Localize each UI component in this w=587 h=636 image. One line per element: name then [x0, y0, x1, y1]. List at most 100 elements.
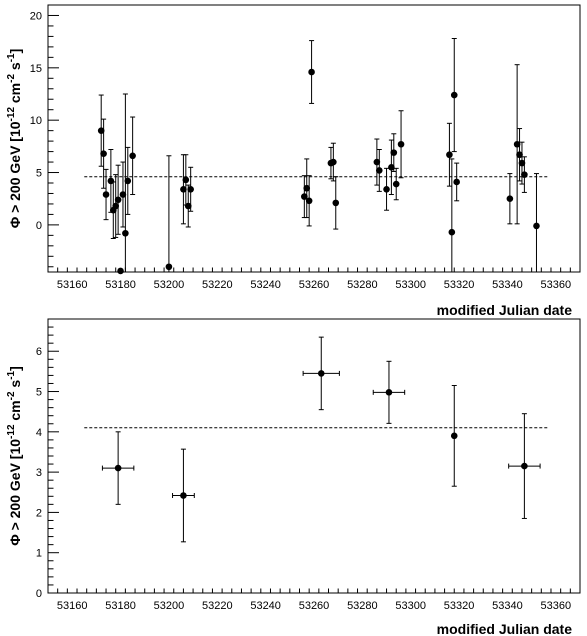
flux-data-point — [184, 202, 192, 210]
y-axis-title: Φ > 200 GeV [10-12 cm-2 s-1] — [6, 49, 23, 229]
flux-data-point — [114, 464, 122, 472]
x-tick-label: 53180 — [105, 279, 136, 291]
y-tick-label: 1 — [36, 548, 42, 560]
flux-data-point — [308, 68, 315, 76]
x-tick-label: 53320 — [444, 600, 475, 612]
flux-data-point — [383, 185, 390, 193]
flux-data-point — [385, 389, 393, 396]
y-tick-label: 10 — [30, 115, 42, 127]
flux-data-point — [114, 196, 122, 204]
flux-data-point — [448, 228, 456, 236]
flux-data-point — [521, 462, 528, 470]
flux-data-point — [453, 178, 460, 186]
x-tick-label: 53220 — [202, 600, 233, 612]
x-tick-label: 53240 — [250, 279, 281, 291]
flux-data-point — [182, 176, 190, 184]
flux-data-point — [533, 222, 540, 230]
x-tick-label: 53240 — [250, 600, 281, 612]
x-tick-label: 53280 — [347, 600, 378, 612]
y-title-text: cm — [7, 400, 23, 424]
y-title-exponent: -1 — [6, 53, 17, 62]
y-tick-label: 20 — [30, 10, 42, 22]
x-tick-label: 53300 — [395, 279, 426, 291]
flux-data-point — [450, 432, 458, 440]
y-title-text: ] — [7, 49, 23, 54]
flux-data-point — [124, 177, 132, 185]
flux-data-point — [446, 151, 453, 159]
flux-data-point — [107, 177, 115, 185]
flux-data-point — [119, 191, 127, 198]
y-tick-label: 5 — [36, 168, 42, 180]
x-tick-label: 53260 — [299, 600, 330, 612]
flux-data-point — [102, 191, 110, 198]
flux-data-point — [388, 163, 395, 171]
flux-data-point — [100, 150, 107, 157]
flux-data-point — [165, 263, 173, 271]
flux-data-point — [521, 171, 528, 178]
x-tick-label: 53360 — [541, 279, 572, 291]
y-title-text: s — [7, 62, 23, 74]
y-title-text: ] — [7, 366, 23, 371]
flux-data-point — [129, 152, 136, 160]
x-tick-label: 53320 — [444, 279, 475, 291]
plot-frame — [47, 4, 581, 273]
flux-data-point — [373, 158, 381, 166]
flux-data-point — [112, 202, 120, 210]
y-tick-label: 6 — [36, 346, 42, 358]
flux-data-point — [330, 158, 337, 166]
x-tick-label: 53160 — [57, 600, 88, 612]
x-tick-label: 53180 — [105, 600, 136, 612]
y-title-exponent: -12 — [6, 424, 17, 439]
y-tick-label: 0 — [36, 220, 42, 232]
x-tick-label: 53340 — [492, 279, 523, 291]
flux-data-point — [390, 149, 398, 156]
flux-data-point — [301, 193, 308, 200]
flux-data-point — [303, 184, 311, 192]
y-title-exponent: -1 — [6, 370, 17, 379]
x-tick-label: 53200 — [154, 279, 185, 291]
flux-data-point — [122, 229, 129, 237]
y-tick-label: 5 — [36, 387, 42, 399]
y-tick-label: 15 — [30, 63, 42, 75]
y-tick-label: 3 — [36, 467, 42, 479]
top-lightcurve-panel: 53160 53180 53200 53220 53240 53260 53280 53300… — [6, 4, 581, 318]
flux-data-point — [513, 140, 521, 148]
flux-data-point — [506, 195, 514, 203]
flux-data-point — [450, 91, 458, 99]
x-tick-label: 53160 — [57, 279, 88, 291]
x-tick-label: 53220 — [202, 279, 233, 291]
x-tick-label: 53200 — [154, 600, 185, 612]
flux-data-point — [332, 199, 340, 207]
flux-data-point — [180, 185, 187, 193]
y-tick-label: 4 — [36, 427, 42, 439]
x-tick-label: 53260 — [299, 279, 330, 291]
plot-frame — [47, 318, 581, 594]
y-title-exponent: -2 — [6, 74, 17, 83]
x-tick-label: 53280 — [347, 279, 378, 291]
y-title-text: s — [7, 380, 23, 392]
flux-data-point — [187, 185, 194, 193]
y-title-exponent: -2 — [6, 391, 17, 400]
flux-data-point — [180, 492, 187, 499]
flux-data-point — [97, 127, 105, 134]
flux-data-point — [305, 197, 313, 205]
bottom-lightcurve-panel: 53160 53180 53200 53220 53240 53260 53280 53300… — [6, 318, 581, 636]
y-title-text: cm — [7, 83, 23, 107]
x-tick-label: 53340 — [492, 600, 523, 612]
flux-data-point — [518, 159, 526, 167]
x-axis-title: modified Julian date — [437, 621, 573, 636]
flux-data-point — [317, 370, 325, 377]
y-tick-label: 2 — [36, 507, 42, 519]
flux-data-point — [117, 267, 124, 275]
x-axis-title: modified Julian date — [437, 302, 573, 318]
flux-data-point — [392, 180, 400, 188]
flux-data-point — [397, 140, 405, 148]
y-axis-title: Φ > 200 GeV [10-12 cm-2 s-1] — [6, 366, 23, 546]
flux-data-point — [375, 167, 383, 174]
y-title-exponent: -12 — [6, 107, 17, 122]
x-tick-label: 53360 — [541, 600, 572, 612]
x-tick-label: 53300 — [395, 600, 426, 612]
y-title-text: Φ > 200 GeV [10 — [7, 439, 23, 546]
y-tick-label: 0 — [36, 588, 42, 600]
